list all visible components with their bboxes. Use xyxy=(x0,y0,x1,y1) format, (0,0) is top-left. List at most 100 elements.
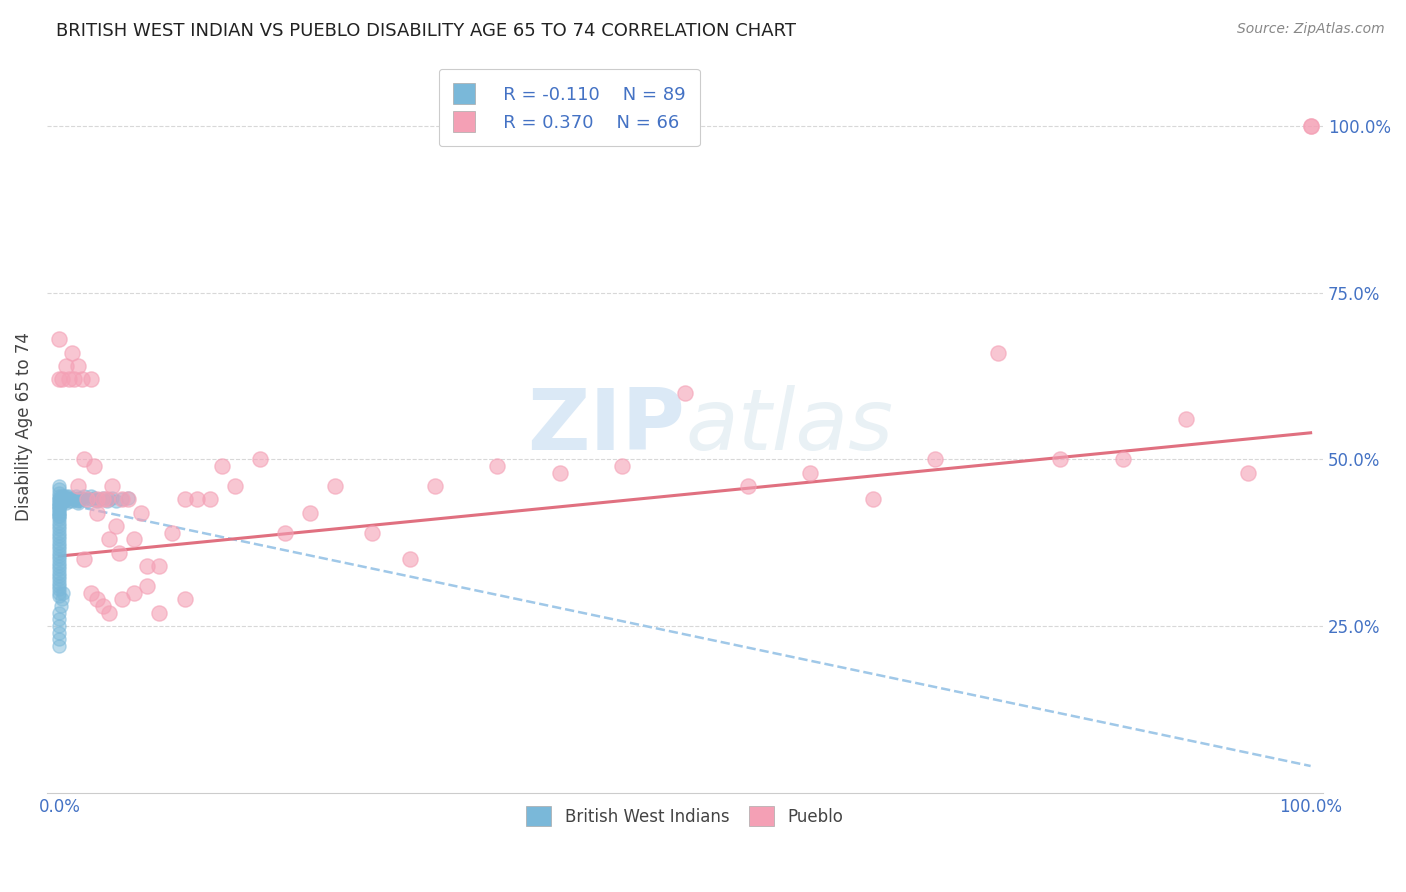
Point xyxy=(48,525,70,540)
Point xyxy=(55,492,77,507)
Point xyxy=(48,499,70,513)
Point xyxy=(98,533,121,547)
Point xyxy=(48,523,70,537)
Point xyxy=(98,492,121,507)
Point xyxy=(48,585,70,599)
Point xyxy=(273,525,295,540)
Point xyxy=(136,579,159,593)
Point xyxy=(49,599,72,613)
Point xyxy=(55,496,77,510)
Point xyxy=(48,483,70,497)
Point xyxy=(67,359,90,373)
Point xyxy=(58,493,80,508)
Point xyxy=(111,492,134,507)
Point xyxy=(48,619,70,633)
Point xyxy=(48,632,70,647)
Point xyxy=(48,589,70,603)
Point xyxy=(51,592,73,607)
Point xyxy=(148,606,170,620)
Point xyxy=(91,599,114,613)
Point xyxy=(673,385,696,400)
Point xyxy=(48,556,70,570)
Point xyxy=(52,493,75,508)
Point xyxy=(111,592,134,607)
Point xyxy=(79,372,101,386)
Point xyxy=(799,466,821,480)
Point xyxy=(48,485,70,500)
Point xyxy=(48,562,70,576)
Point xyxy=(79,489,101,503)
Point xyxy=(52,491,75,505)
Point xyxy=(398,552,420,566)
Text: BRITISH WEST INDIAN VS PUEBLO DISABILITY AGE 65 TO 74 CORRELATION CHART: BRITISH WEST INDIAN VS PUEBLO DISABILITY… xyxy=(56,22,796,40)
Point xyxy=(70,491,93,505)
Point xyxy=(86,506,108,520)
Point xyxy=(486,459,509,474)
Point xyxy=(67,479,90,493)
Point xyxy=(249,452,271,467)
Point xyxy=(86,492,108,507)
Point xyxy=(298,506,321,520)
Point xyxy=(1112,452,1135,467)
Point xyxy=(48,535,70,549)
Point xyxy=(48,579,70,593)
Point xyxy=(48,489,70,503)
Point xyxy=(53,489,76,503)
Point xyxy=(70,372,93,386)
Point xyxy=(224,479,246,493)
Point xyxy=(101,479,124,493)
Point xyxy=(58,489,80,503)
Point xyxy=(48,492,70,507)
Point xyxy=(48,546,70,560)
Point xyxy=(129,506,152,520)
Point xyxy=(73,489,96,503)
Point xyxy=(48,372,70,386)
Point xyxy=(211,459,233,474)
Point xyxy=(612,459,634,474)
Point xyxy=(186,492,208,507)
Point xyxy=(60,346,83,360)
Point xyxy=(48,559,70,574)
Point xyxy=(67,491,90,505)
Point xyxy=(67,496,90,510)
Point xyxy=(96,492,118,507)
Point xyxy=(63,372,86,386)
Point xyxy=(67,493,90,508)
Point xyxy=(423,479,446,493)
Point xyxy=(48,575,70,590)
Point xyxy=(96,493,118,508)
Point xyxy=(48,582,70,597)
Point xyxy=(173,592,195,607)
Y-axis label: Disability Age 65 to 74: Disability Age 65 to 74 xyxy=(15,332,32,521)
Point xyxy=(924,452,946,467)
Point xyxy=(48,506,70,520)
Point xyxy=(48,506,70,520)
Point xyxy=(60,493,83,508)
Point xyxy=(48,569,70,583)
Point xyxy=(48,509,70,524)
Point xyxy=(48,519,70,533)
Point xyxy=(111,492,134,507)
Point xyxy=(198,492,221,507)
Point xyxy=(48,542,70,557)
Point xyxy=(51,496,73,510)
Point xyxy=(91,492,114,507)
Point xyxy=(67,492,90,507)
Point xyxy=(117,491,139,505)
Point xyxy=(73,552,96,566)
Point xyxy=(48,502,70,516)
Point xyxy=(104,493,127,508)
Point xyxy=(89,492,111,507)
Point xyxy=(48,512,70,526)
Point xyxy=(79,585,101,599)
Point xyxy=(65,489,87,503)
Point xyxy=(48,492,70,507)
Point xyxy=(323,479,346,493)
Point xyxy=(83,491,105,505)
Point xyxy=(51,372,73,386)
Point xyxy=(48,529,70,543)
Point xyxy=(51,489,73,503)
Point xyxy=(548,466,571,480)
Point xyxy=(48,533,70,547)
Point xyxy=(52,585,75,599)
